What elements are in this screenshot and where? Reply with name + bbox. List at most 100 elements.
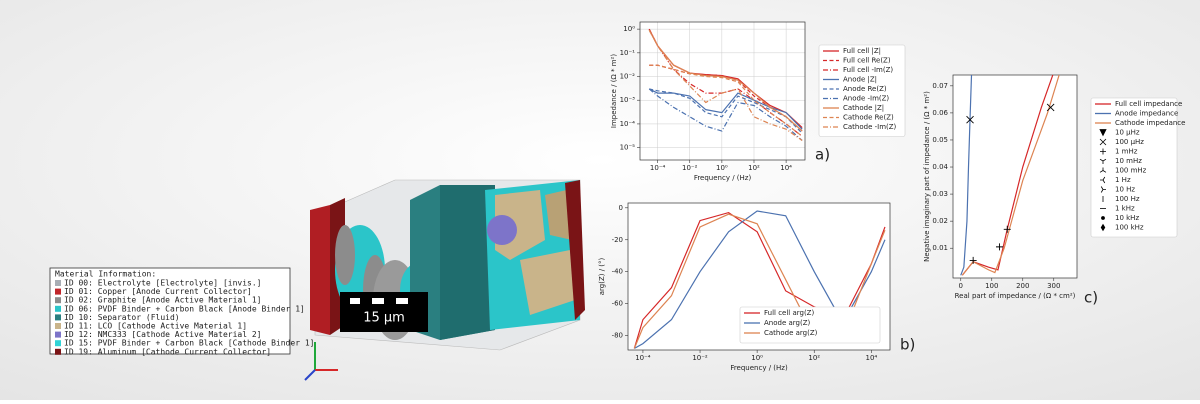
x-tick-label: 10⁻⁴	[650, 164, 666, 172]
panel-label: b)	[900, 336, 915, 354]
legend-marker	[1099, 158, 1107, 164]
frequency-marker	[1003, 225, 1011, 233]
x-tick-label: 10²	[748, 164, 760, 172]
axes-triad	[304, 342, 338, 381]
legend-marker	[1100, 148, 1106, 155]
legend-label: Anode impedance	[1115, 110, 1178, 118]
legend-label: Cathode arg(Z)	[764, 329, 818, 337]
y-tick-label: 0.02	[932, 217, 948, 225]
legend-label: Anode arg(Z)	[764, 319, 810, 327]
legend-label: 1 kHz	[1115, 205, 1135, 213]
plot-frame	[639, 21, 806, 161]
legend-label: 10 Hz	[1115, 186, 1135, 194]
x-tick-label: 0	[959, 282, 963, 290]
plot-frame	[627, 202, 891, 351]
series-line	[648, 29, 803, 132]
material-swatch	[55, 288, 61, 295]
material-swatch	[55, 331, 61, 338]
legend-label: Cathode -Im(Z)	[843, 123, 897, 131]
material-label: ID 01: Copper [Anode Current Collector]	[64, 287, 252, 296]
legend-label: Full cell -Im(Z)	[843, 66, 893, 74]
material-swatch	[55, 348, 61, 355]
legend-label: Anode |Z|	[843, 76, 877, 84]
legend-label: 10 kHz	[1115, 214, 1139, 222]
material-label: ID 19: Aluminum [Cathode Current Collect…	[64, 347, 271, 356]
y-tick-label: 0.03	[932, 190, 948, 198]
x-tick-label: 200	[1016, 282, 1029, 290]
y-tick-label: 0.07	[932, 82, 948, 90]
material-info-box	[49, 267, 291, 355]
series-line	[634, 210, 886, 349]
material-swatch	[55, 323, 61, 329]
y-tick-label: 0.04	[932, 163, 948, 171]
scale-bar: 15 µm	[340, 292, 428, 332]
y-tick-label: 0	[619, 204, 623, 212]
y-tick-label: 10⁻⁴	[620, 120, 636, 128]
series-line	[960, 75, 973, 276]
y-tick-label: -80	[612, 332, 623, 340]
y-tick-label: 10⁻²	[620, 73, 636, 81]
y-tick-label: 10⁰	[623, 25, 635, 33]
x-tick-label: 10²	[808, 354, 820, 362]
x-axis-label: Real part of impedance / (Ω * cm²)	[955, 292, 1076, 300]
legend-label: Full cell impedance	[1115, 100, 1182, 108]
y-axis-label: Negative imaginary part of impedance / (…	[923, 91, 931, 262]
material-swatch	[55, 305, 61, 312]
series-line	[648, 29, 803, 141]
material-info: Material Information: ID 00: Electrolyte…	[49, 267, 314, 356]
legend-marker	[1099, 138, 1107, 146]
material-swatch	[55, 297, 61, 304]
plot-area	[953, 75, 1077, 278]
series-line	[649, 88, 803, 134]
material-swatch	[55, 340, 61, 347]
x-tick-label: 100	[985, 282, 998, 290]
material-label: ID 15: PVDF Binder + Carbon Black [Catho…	[64, 339, 314, 348]
x-tick-label: 10⁴	[865, 354, 877, 362]
y-tick-label: -40	[612, 268, 623, 276]
legend-label: Full cell arg(Z)	[764, 309, 814, 317]
material-info-title: Material Information:	[55, 270, 156, 279]
material-label: ID 02: Graphite [Anode Active Material 1…	[64, 296, 261, 305]
series-line	[633, 211, 886, 349]
y-tick-label: 0.05	[932, 136, 948, 144]
chart: 0 100 200 300 0.01 0.02 0.03 0.04 0.05 0.06 0.07 Re…	[923, 74, 1185, 307]
legend-label: 10 µHz	[1115, 129, 1140, 137]
material-swatch	[55, 314, 61, 321]
legend-marker	[1100, 186, 1106, 193]
plot-frame	[952, 74, 1078, 279]
x-tick-label: 10⁻²	[692, 354, 708, 362]
legend-label: 100 mHz	[1115, 167, 1147, 175]
legend-marker	[1101, 216, 1105, 220]
chart: 10⁻⁴ 10⁻² 10⁰ 10² 10⁴ 10⁰ 10⁻¹ 10⁻² 10⁻³ 10⁻⁴ 10⁻⁵…	[610, 21, 906, 182]
x-axis-label: Frequency / (Hz)	[730, 364, 788, 372]
legend-marker	[1099, 167, 1107, 173]
material-label: ID 12: NMC333 [Cathode Active Material 2…	[64, 330, 261, 339]
y-axis-label: arg(Z) / (°)	[598, 257, 606, 295]
legend-label: Cathode Re(Z)	[843, 114, 894, 122]
legend-label: 1 Hz	[1115, 176, 1131, 184]
legend-label: Anode Re(Z)	[843, 85, 887, 93]
material-label: ID 06: PVDF Binder + Carbon Black [Anode…	[64, 304, 305, 313]
legend-box	[1090, 97, 1178, 238]
frequency-marker	[996, 243, 1003, 251]
legend-label: 100 Hz	[1115, 195, 1140, 203]
plot-area	[640, 22, 805, 160]
panel-label: c)	[1084, 289, 1098, 307]
x-tick-label: 300	[1047, 282, 1060, 290]
legend-label: Cathode impedance	[1115, 119, 1185, 127]
y-tick-label: 0.01	[932, 244, 948, 252]
y-axis-label: Impedance / (Ω * m²)	[610, 54, 618, 128]
legend-label: 100 µHz	[1115, 138, 1144, 146]
y-tick-label: 0.06	[932, 109, 948, 117]
series-line	[649, 64, 803, 137]
legend-label: Cathode |Z|	[843, 104, 884, 112]
legend-marker	[1100, 223, 1106, 232]
panel-label: a)	[815, 146, 830, 164]
x-axis-label: Frequency / (Hz)	[694, 174, 752, 182]
y-tick-label: 10⁻³	[620, 96, 636, 104]
x-tick-label: 10⁰	[716, 164, 728, 172]
legend-box	[818, 44, 906, 137]
series-line	[648, 88, 803, 130]
legend-label: 100 kHz	[1115, 224, 1144, 232]
y-tick-label: 10⁻⁵	[620, 144, 636, 152]
